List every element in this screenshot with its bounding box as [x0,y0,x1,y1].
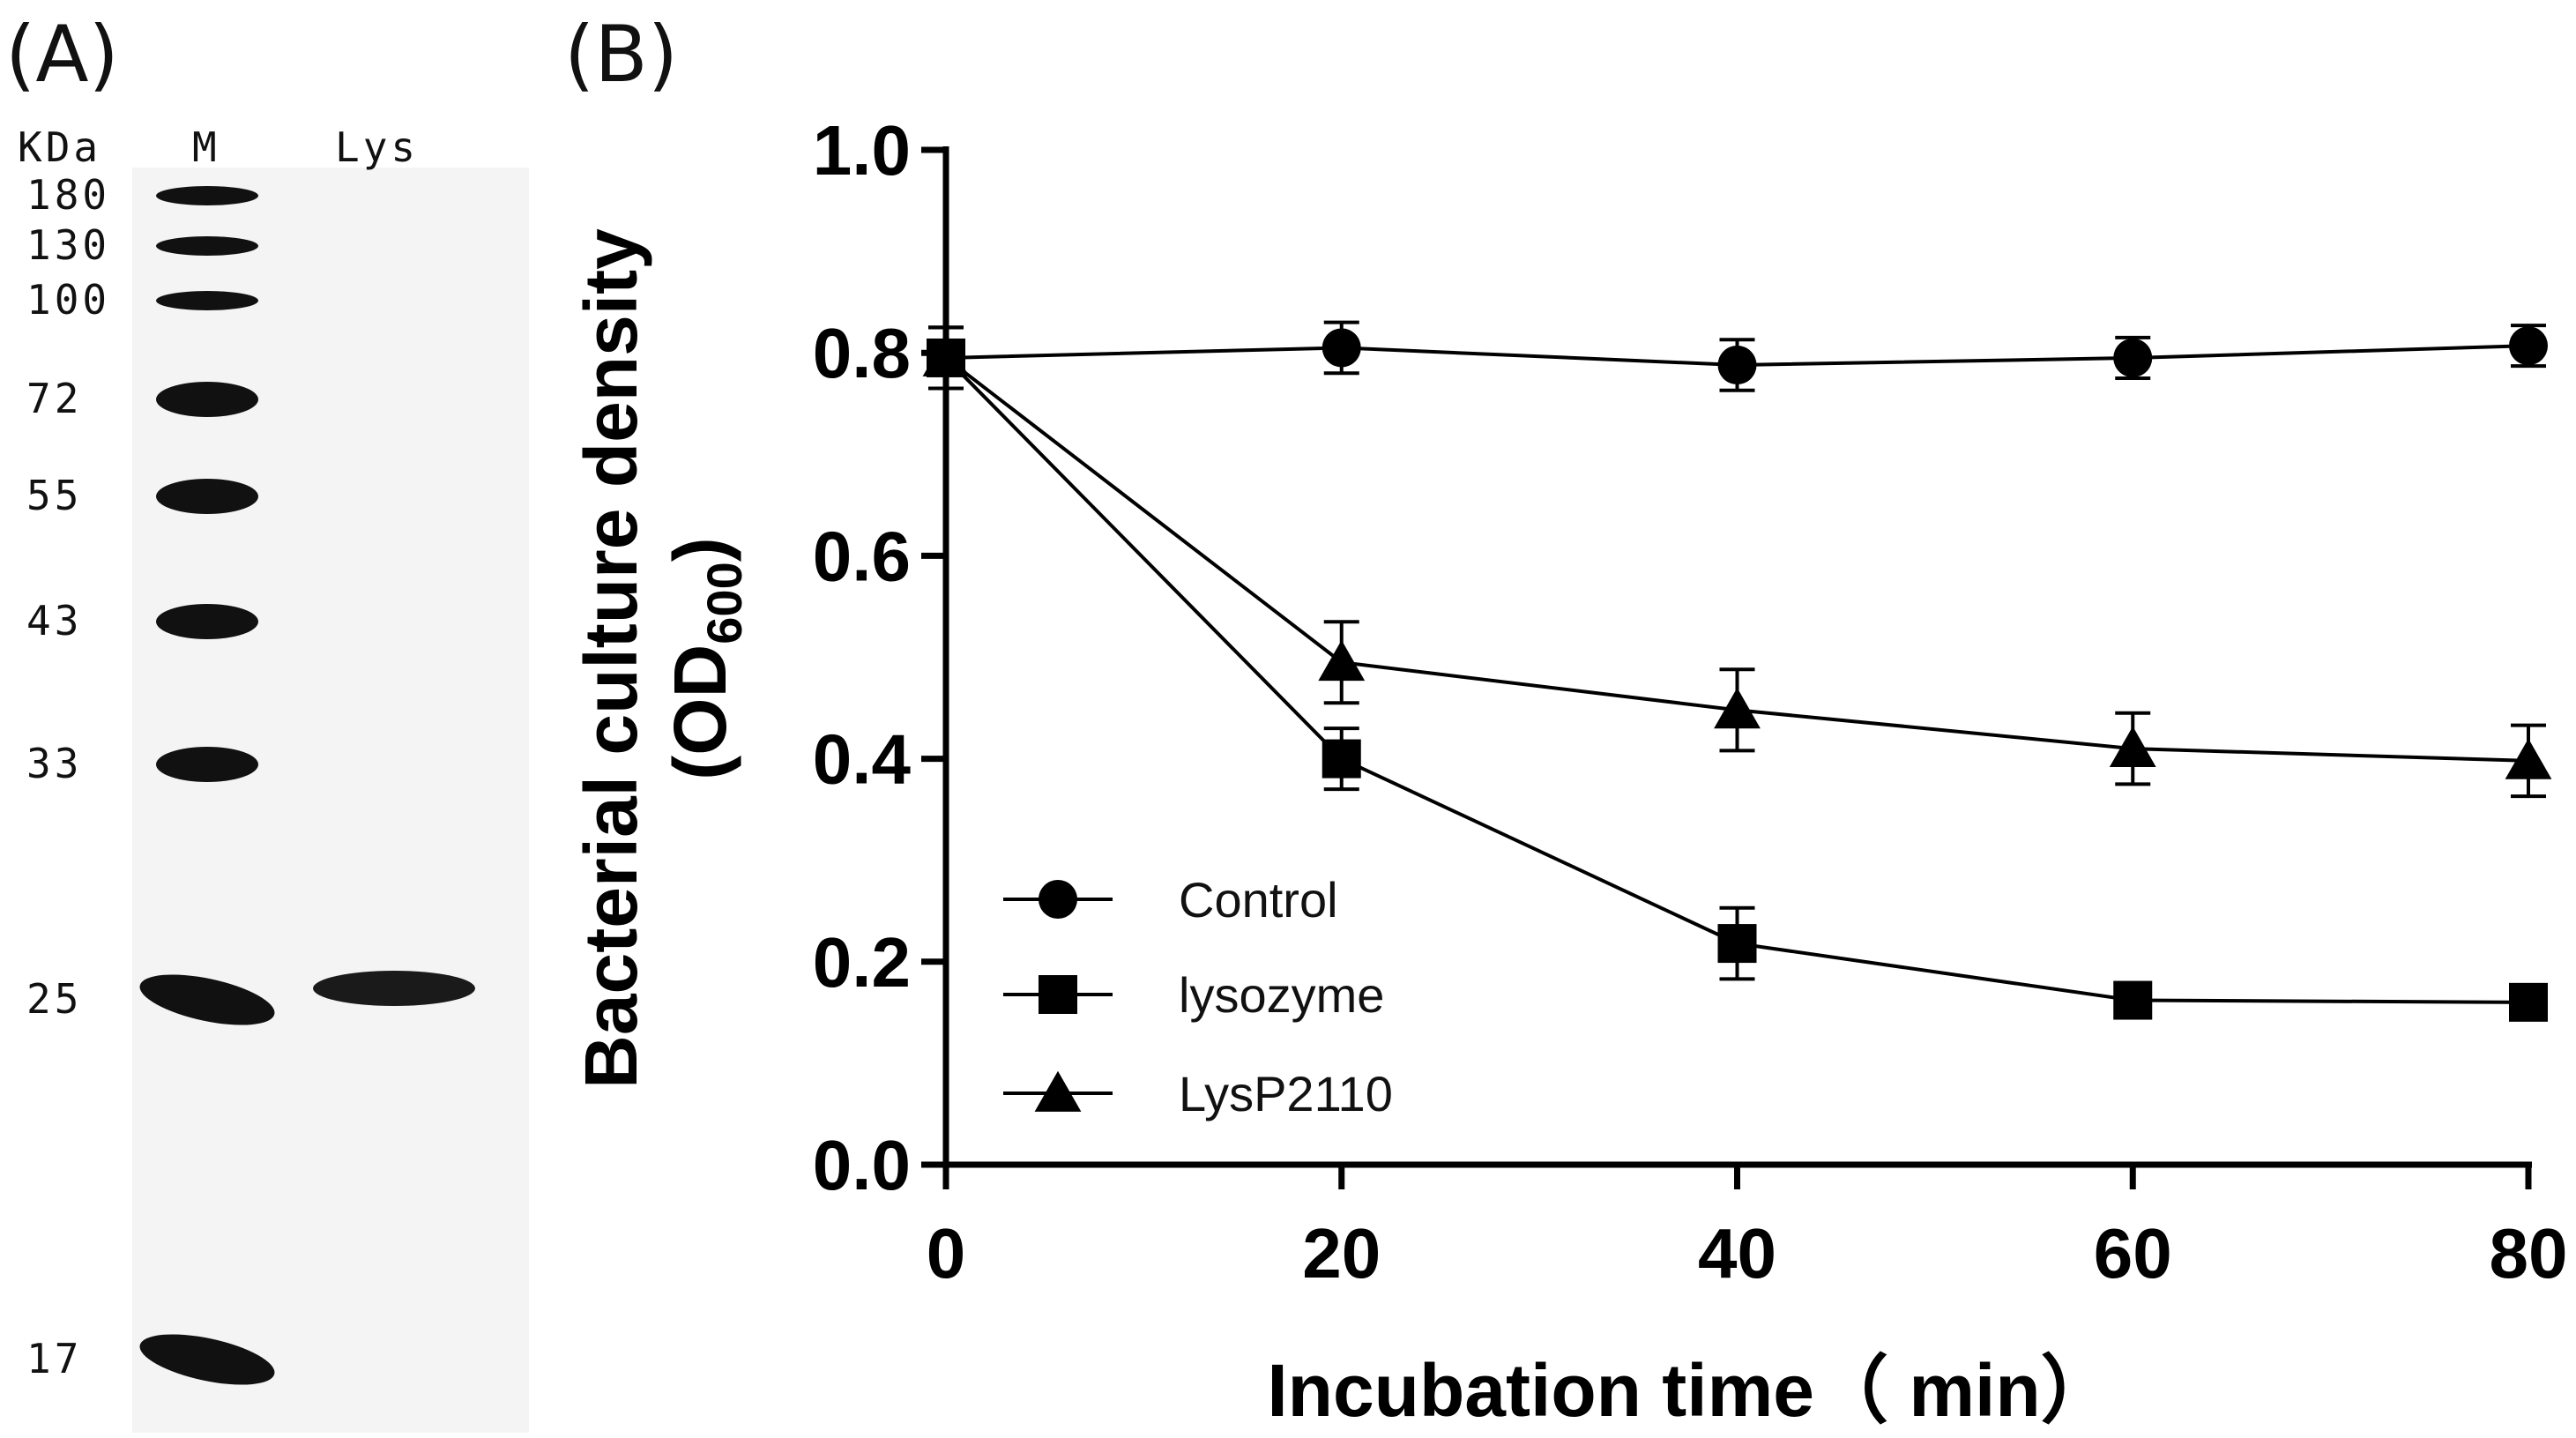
gel-background [132,168,529,1433]
gel-lys-band [313,971,475,1006]
data-point-lysozyme [1717,924,1757,964]
y-unit-prefix: (OD [659,644,741,780]
y-tick-label: 1.0 [813,111,911,190]
x-tick-label: 60 [2094,1214,2172,1293]
gel-lane-label-lys: Lys [335,123,419,171]
x-axis-title: Incubation time（ min） [1267,1349,2114,1432]
gel-marker-band [156,291,258,310]
gel-marker-band [139,974,275,1025]
legend-label: lysozyme [1179,967,1384,1023]
gel-marker-label: 25 [26,975,82,1023]
data-point-control [1322,328,1361,368]
y-tick-label: 0.8 [813,314,911,392]
data-point-lysp2110 [2109,726,2156,767]
gel-marker-label: 33 [26,740,82,787]
panel-b-label: (B) [564,9,678,100]
data-point-lysp2110 [2505,738,2552,779]
y-axis-title: Bacterial culture density [570,228,652,1089]
y-unit-suffix: ) [659,537,741,562]
y-tick-label: 0.2 [813,923,911,1002]
gel-marker-band [156,186,258,205]
x-tick-label: 20 [1302,1214,1381,1293]
x-tick-label: 0 [927,1214,966,1293]
gel-marker-band [139,1334,275,1385]
x-tick-label: 80 [2490,1214,2568,1293]
legend-marker-square [1039,975,1077,1014]
gel-marker-label: 43 [26,597,82,644]
y-unit-subscript: 600 [696,562,752,644]
gel-marker-band [156,236,258,256]
data-point-lysp2110 [1714,688,1761,729]
data-point-lysozyme [2509,982,2548,1022]
data-point-control [2509,326,2548,366]
data-point-lysozyme [2113,980,2153,1020]
data-point-control [1717,346,1757,385]
legend-marker-circle [1039,880,1077,919]
gel-marker-band [156,747,258,782]
gel-marker-label: 180 [26,171,110,219]
data-point-control [2113,338,2153,377]
gel-marker-band [156,604,258,639]
gel-marker-label: 72 [26,375,82,422]
y-axis-unit: (OD600) [659,537,752,779]
data-point-lysp2110 [922,335,970,376]
gel-marker-band [156,382,258,417]
legend-marker-triangle [1034,1070,1082,1112]
gel-marker-label: 100 [26,276,110,324]
gel-marker-band [156,479,258,514]
gel-unit-label: KDa [18,123,101,171]
gel-lane-label-m: M [192,123,220,171]
chart-area: 0.0 0.2 0.4 0.6 0.8 1.0 0 20 40 60 80 [813,111,2568,1293]
y-tick-label: 0.0 [813,1126,911,1204]
legend-label: LysP2110 [1179,1066,1393,1121]
panel-a-label: (A) [5,9,119,100]
y-tick-label: 0.4 [813,720,912,799]
x-tick-label: 40 [1698,1214,1776,1293]
data-point-lysozyme [1322,739,1361,779]
data-point-lysp2110 [1318,639,1366,682]
gel-marker-label: 17 [26,1335,82,1382]
gel-marker-label: 130 [26,221,110,269]
legend-label: Control [1179,872,1338,928]
legend: Control lysozyme LysP2110 [1003,872,1393,1121]
gel-marker-label: 55 [26,472,82,519]
y-tick-label: 0.6 [813,517,911,595]
